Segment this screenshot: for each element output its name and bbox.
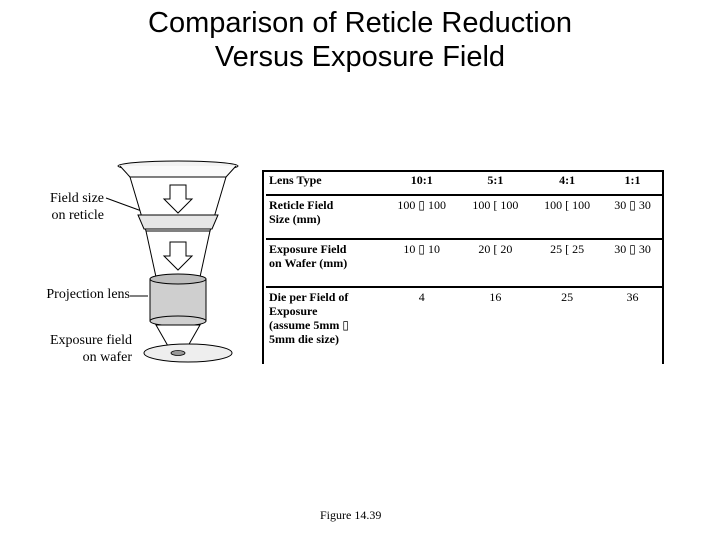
row-label: Exposure Field on Wafer (mm) (266, 239, 384, 288)
table-header-row: Lens Type 10:1 5:1 4:1 1:1 (266, 170, 662, 196)
wafer-label-line-2: on wafer (82, 350, 132, 365)
header-col-4-1: 4:1 (531, 170, 604, 196)
table-cell: 25 (561, 290, 574, 304)
projection-lens-body (149, 278, 207, 322)
lens-label: Projection lens (46, 287, 130, 302)
row-label-line: Size (mm) (269, 212, 321, 226)
header-col-10-1: 10:1 (384, 170, 460, 196)
reduction-comparison-table: Lens Type 10:1 5:1 4:1 1:1 Reticle Field… (266, 170, 662, 360)
illuminator-rim (119, 165, 237, 178)
header-label: Lens Type (266, 170, 384, 196)
row-label-line: Exposure (269, 304, 318, 318)
row-label-line: on Wafer (mm) (269, 256, 348, 270)
row-label-line: Exposure Field (269, 242, 347, 256)
table-cell: 100 ▯ 100 (384, 195, 460, 240)
table-cell: 10 ▯ 10 (384, 239, 460, 288)
reticle-label: Field size on reticle (20, 190, 104, 224)
row-label-line: 5mm die size) (269, 332, 339, 346)
down-arrow-icon (162, 241, 194, 271)
table-row: Reticle Field Size (mm) 100 ▯ 100 100 [ … (266, 195, 662, 240)
reticle-plate (137, 214, 219, 230)
exposure-field-spot (170, 350, 186, 356)
slide-title-line-1: Comparison of Reticle Reduction (148, 7, 572, 39)
table-cell: 36 (626, 290, 639, 304)
table-row: Die per Field of Exposure (assume 5mm ▯ … (266, 287, 662, 360)
figure-caption: Figure 14.39 (320, 508, 382, 522)
row-label: Die per Field of Exposure (assume 5mm ▯ … (266, 287, 384, 360)
row-label-line: Die per Field of (269, 290, 349, 304)
table-cell: 100 [ 100 (459, 195, 532, 240)
slide-title-line-2: Versus Exposure Field (214, 41, 506, 73)
wafer-label-line-1: Exposure field (49, 333, 132, 348)
projection-lens-top (149, 273, 207, 285)
row-label-line: (assume 5mm ▯ (269, 318, 349, 332)
table-cell: 30 ▯ 30 (603, 195, 662, 240)
header-col-1-1: 1:1 (603, 170, 662, 196)
reticle-label-line-1: Field size (49, 191, 104, 206)
down-arrow-icon (162, 184, 194, 214)
wafer-label: Exposure field on wafer (20, 332, 132, 366)
table-cell: 30 ▯ 30 (603, 239, 662, 288)
table-cell: 4 (418, 290, 425, 304)
row-label: Reticle Field Size (mm) (266, 195, 384, 240)
header-col-5-1: 5:1 (459, 170, 532, 196)
table-cell: 16 (489, 290, 502, 304)
wafer (143, 343, 233, 363)
table-row: Exposure Field on Wafer (mm) 10 ▯ 10 20 … (266, 239, 662, 288)
table-cell: 20 [ 20 (459, 239, 532, 288)
table-cell: 100 [ 100 (531, 195, 604, 240)
table-cell: 25 [ 25 (531, 239, 604, 288)
stepper-optics-illustration (105, 160, 239, 363)
row-label-line: Reticle Field (269, 198, 334, 212)
reticle-label-line-2: on reticle (51, 208, 104, 223)
